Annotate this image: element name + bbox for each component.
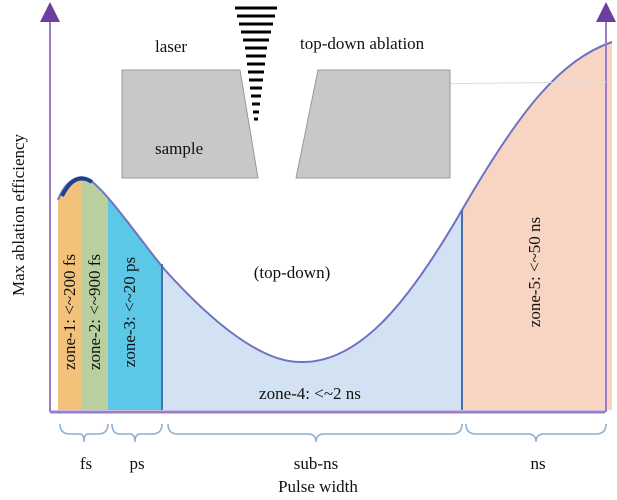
- laser-label: laser: [155, 37, 187, 56]
- zone-4-fill: [162, 0, 462, 410]
- group-label: ps: [129, 454, 144, 473]
- group-label: fs: [80, 454, 92, 473]
- zone-5-fill: [462, 0, 617, 410]
- region-label: (top-down): [254, 263, 330, 282]
- brackets: [60, 424, 606, 442]
- diagram: laser top-down ablation sample Max ablat…: [0, 0, 617, 500]
- zone-label: zone-2: <~900 fs: [85, 254, 104, 370]
- zone-fills: [58, 0, 617, 410]
- group-label: sub-ns: [294, 454, 338, 473]
- x-axis-label: Pulse width: [278, 477, 358, 496]
- arrow: [596, 2, 616, 22]
- zone-label: zone-5: <~50 ns: [525, 217, 544, 327]
- zone-label: zone-3: <~20 ps: [120, 257, 139, 367]
- y-axis-label: Max ablation efficiency: [9, 133, 28, 296]
- zone-label: zone-4: <~2 ns: [259, 384, 361, 403]
- zone-label: zone-1: <~200 fs: [60, 254, 79, 370]
- sample-block: [122, 70, 258, 178]
- title: top-down ablation: [300, 34, 425, 53]
- group-label: ns: [530, 454, 545, 473]
- sample-block: [296, 70, 450, 178]
- arrow: [40, 2, 60, 22]
- sample-label: sample: [155, 139, 203, 158]
